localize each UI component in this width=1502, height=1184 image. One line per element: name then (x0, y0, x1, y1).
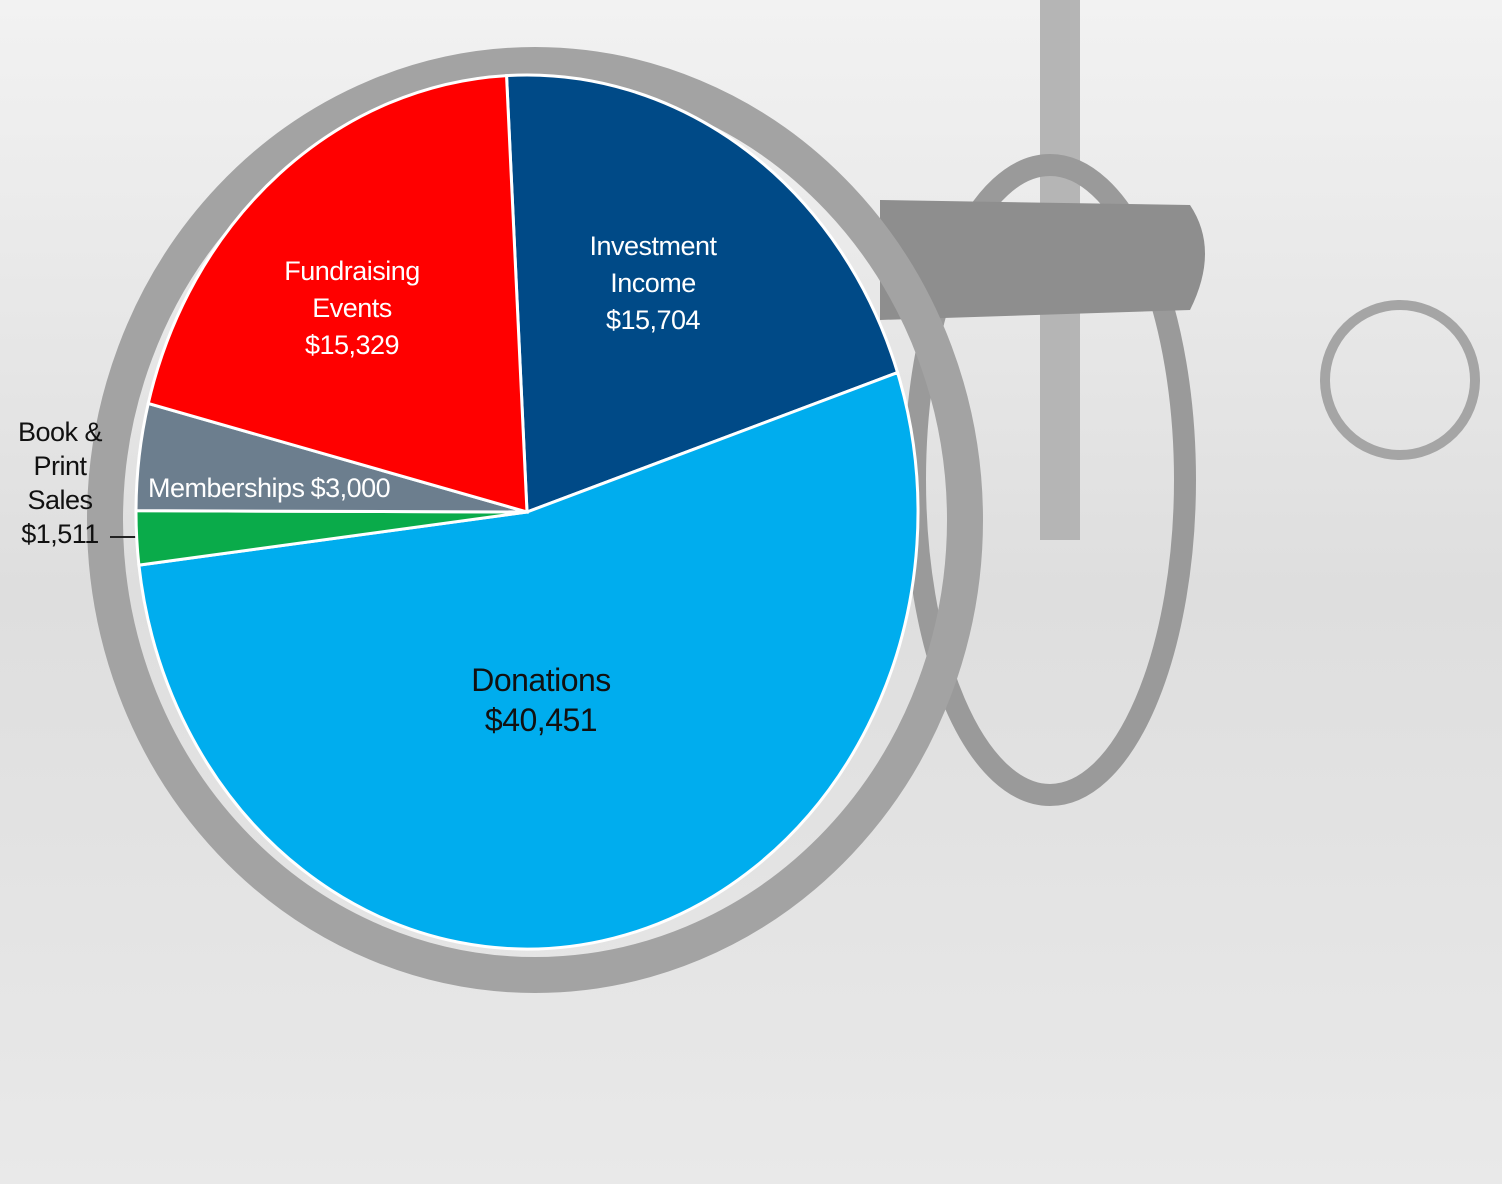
category-name: Investment Income (573, 228, 733, 302)
slice-label: Investment Income$15,704 (573, 228, 733, 339)
category-name: Book & Print Sales (5, 415, 115, 517)
slice-label: Memberships$3,000 (148, 470, 448, 507)
chart (0, 0, 1502, 1184)
page: Investment Income$15,704 Donations$40,451… (0, 0, 1502, 1184)
slice-label: Fundraising Events$15,329 (272, 253, 432, 364)
value-label: $15,704 (573, 302, 733, 339)
slice-label: Book & Print Sales$1,511 (5, 415, 115, 551)
value-label: $40,451 (421, 700, 661, 740)
category-name: Donations (421, 660, 661, 700)
value-label: $15,329 (272, 327, 432, 364)
category-name: Memberships (148, 473, 305, 503)
value-label: $3,000 (311, 473, 391, 503)
slice-label: Donations$40,451 (421, 660, 661, 740)
category-name: Fundraising Events (272, 253, 432, 327)
value-label: $1,511 (5, 517, 115, 551)
